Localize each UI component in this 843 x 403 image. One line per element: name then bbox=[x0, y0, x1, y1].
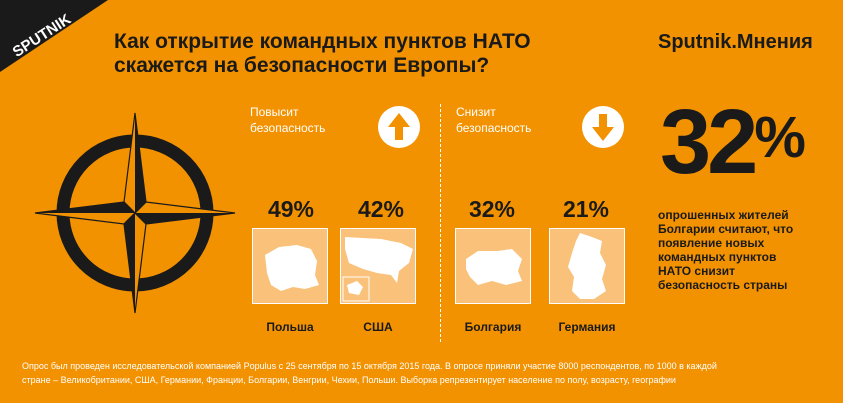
arrow-down-icon bbox=[582, 106, 624, 148]
survey-footnote: Опрос был проведен исследовательской ком… bbox=[22, 361, 717, 385]
country-usa: США bbox=[363, 320, 393, 334]
brand-label: Sputnik.Мнения bbox=[658, 31, 813, 53]
map-bulgaria bbox=[455, 228, 531, 304]
increase-label: Повысит безопасность bbox=[250, 105, 326, 135]
bulgaria-shape-icon bbox=[466, 249, 522, 285]
percent-germany: 21% bbox=[562, 196, 610, 222]
page-title: Как открытие командных пунктов НАТО скаж… bbox=[114, 30, 634, 78]
title-line-1: Как открытие командных пунктов НАТО bbox=[114, 30, 531, 53]
percent-usa: 42% bbox=[357, 196, 405, 222]
percent-poland: 49% bbox=[267, 196, 315, 222]
arrow-up-icon bbox=[378, 106, 420, 148]
highlight-text: опрошенных жителей Болгарии считают, что… bbox=[658, 208, 794, 292]
percent-bulgaria: 32% bbox=[468, 196, 516, 222]
poland-shape-icon bbox=[265, 245, 319, 291]
country-poland: Польша bbox=[266, 320, 314, 334]
germany-shape-icon bbox=[568, 233, 606, 299]
highlight-percent: 32% bbox=[660, 91, 806, 193]
nato-compass-icon bbox=[34, 112, 236, 314]
sputnik-logo: SPUTNIK bbox=[0, 0, 108, 72]
title-line-2: скажется на безопасности Европы? bbox=[114, 54, 490, 77]
group-divider bbox=[440, 104, 441, 342]
country-bulgaria: Болгария bbox=[464, 320, 522, 334]
country-germany: Германия bbox=[558, 320, 616, 334]
map-poland bbox=[252, 228, 328, 304]
decrease-label: Снизит безопасность bbox=[456, 105, 532, 135]
map-germany bbox=[549, 228, 625, 304]
usa-shape-icon bbox=[342, 237, 413, 302]
map-usa bbox=[340, 228, 416, 304]
